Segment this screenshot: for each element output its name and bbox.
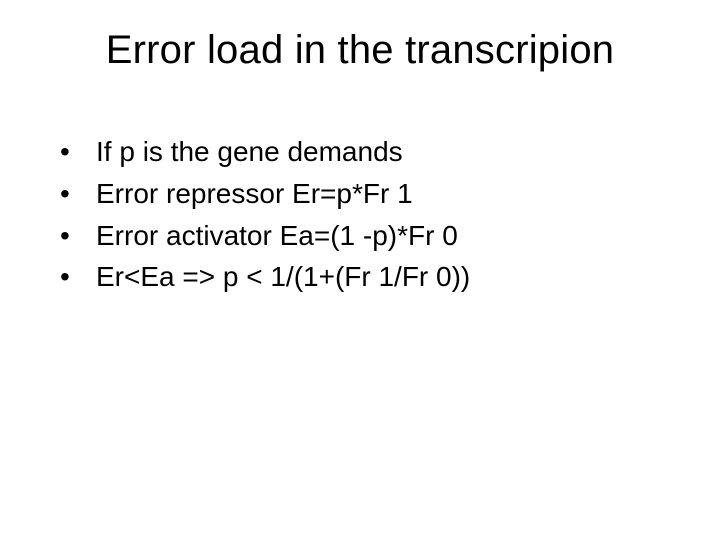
bullet-list: If p is the gene demands Error repressor… (60, 133, 720, 296)
list-item: Er<Ea => p < 1/(1+(Fr 1/Fr 0)) (60, 258, 720, 296)
list-item: Error repressor Er=p*Fr 1 (60, 175, 720, 213)
list-item: If p is the gene demands (60, 133, 720, 171)
slide: Error load in the transcripion If p is t… (0, 0, 720, 540)
slide-title: Error load in the transcripion (40, 28, 680, 73)
list-item: Error activator Ea=(1 -p)*Fr 0 (60, 217, 720, 255)
